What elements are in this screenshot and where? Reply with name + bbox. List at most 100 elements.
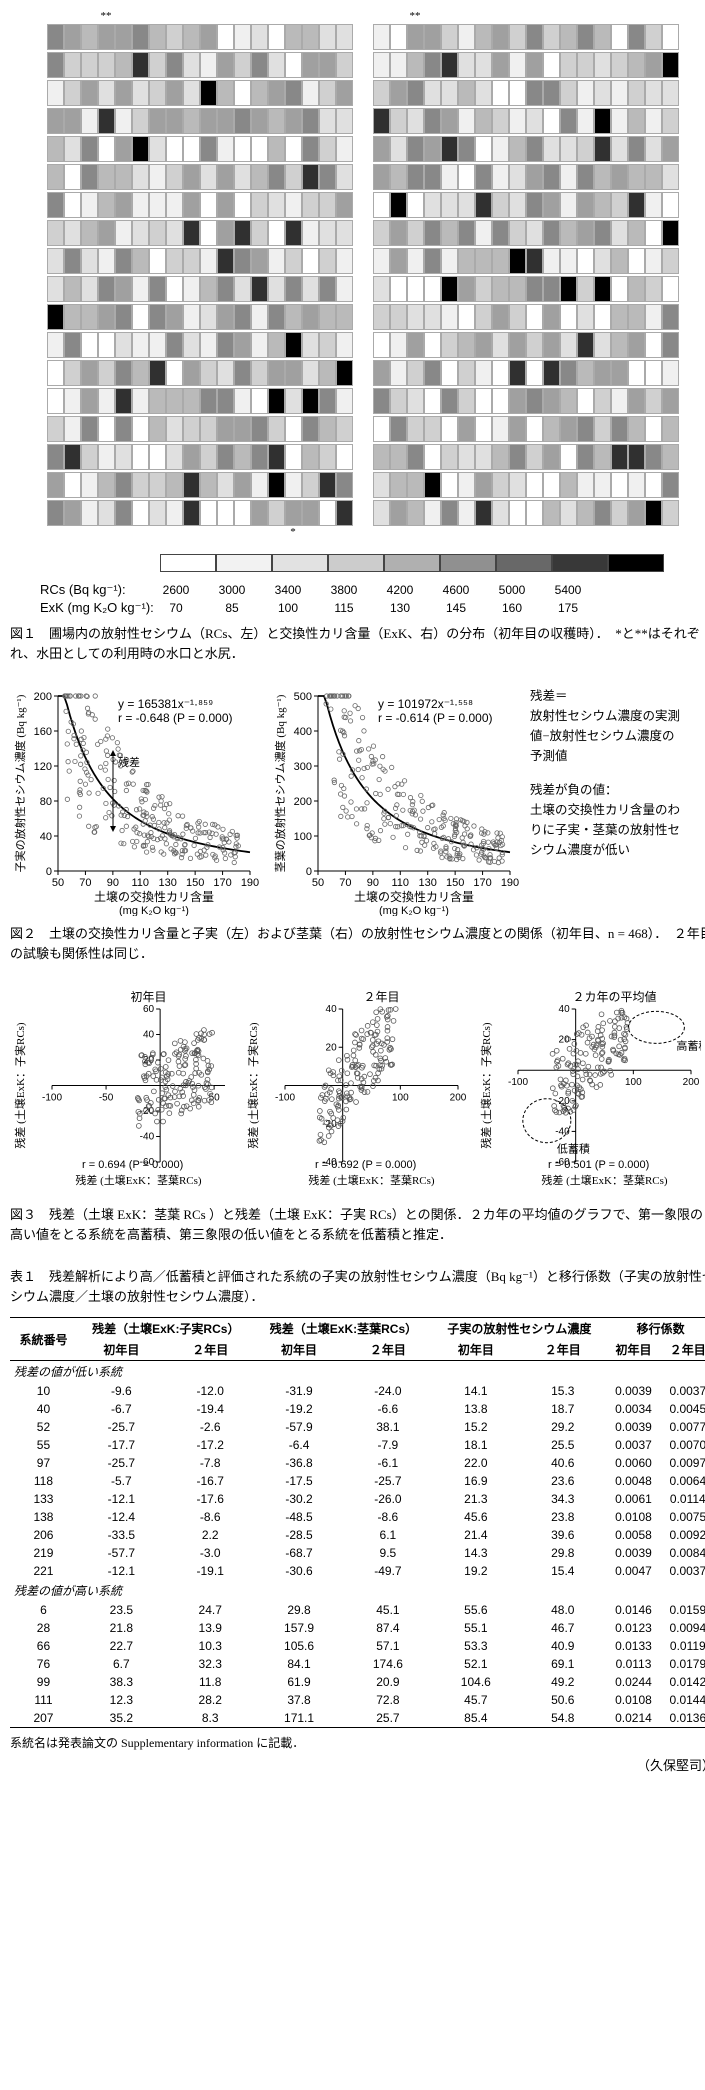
heatmap-cell xyxy=(183,248,200,274)
heatmap-cell xyxy=(560,444,577,470)
svg-text:土壌の交換性カリ含量: 土壌の交換性カリ含量 xyxy=(354,889,474,904)
heatmap-cell xyxy=(509,360,526,386)
heatmap-cell xyxy=(645,52,662,78)
svg-text:高蓄積: 高蓄積 xyxy=(676,1038,701,1052)
heatmap-cell xyxy=(390,304,407,330)
heatmap-cell xyxy=(441,276,458,302)
fig2-side-text: 残差＝ 放射性セシウム濃度の実測値−放射性セシウム濃度の予測値 残差が負の値： … xyxy=(530,686,680,916)
heatmap-cell xyxy=(319,360,336,386)
heatmap-cell xyxy=(302,220,319,246)
heatmap-cell xyxy=(47,360,64,386)
heatmap-cell xyxy=(526,192,543,218)
heatmap-cell xyxy=(81,360,98,386)
heatmap-cell xyxy=(611,500,628,526)
heatmap-cell xyxy=(475,24,492,50)
heatmap-cell xyxy=(611,444,628,470)
heatmap-cell xyxy=(319,24,336,50)
svg-text:200: 200 xyxy=(294,796,312,808)
heatmap-cell xyxy=(47,52,64,78)
heatmap-cell xyxy=(475,416,492,442)
svg-text:40: 40 xyxy=(40,831,52,843)
heatmap-cell xyxy=(149,472,166,498)
heatmap-cell xyxy=(47,80,64,106)
heatmap-cell xyxy=(285,332,302,358)
heatmap-cell xyxy=(577,444,594,470)
heatmap-cell xyxy=(251,388,268,414)
heatmap-cell xyxy=(217,108,234,134)
heatmap-cell xyxy=(458,136,475,162)
heatmap-cell xyxy=(251,248,268,274)
heatmap-cell xyxy=(47,136,64,162)
table-row: 20735.28.3171.125.785.454.80.02140.0136 xyxy=(10,1709,705,1728)
heatmap-cell xyxy=(319,52,336,78)
heatmap-cell xyxy=(390,388,407,414)
heatmap-cell xyxy=(251,276,268,302)
heatmap-cell xyxy=(611,360,628,386)
heatmap-cell xyxy=(200,416,217,442)
heatmap-cell xyxy=(628,80,645,106)
heatmap-cell xyxy=(407,80,424,106)
heatmap-cell xyxy=(390,248,407,274)
heatmap-cell xyxy=(424,500,441,526)
heatmap-cell xyxy=(594,136,611,162)
heatmap-cell xyxy=(373,472,390,498)
heatmap-cell xyxy=(166,360,183,386)
heatmap-cell xyxy=(407,416,424,442)
svg-text:400: 400 xyxy=(294,726,312,738)
heatmap-cell xyxy=(234,108,251,134)
table-row: 55-17.7-17.2-6.4-7.918.125.50.00370.0070 xyxy=(10,1436,705,1454)
heatmap-cell xyxy=(336,304,353,330)
heatmap-cell xyxy=(132,24,149,50)
heatmap-cell xyxy=(268,472,285,498)
svg-text:y = 101972x⁻¹·⁵⁵⁸: y = 101972x⁻¹·⁵⁵⁸ xyxy=(378,697,473,711)
heatmap-cell xyxy=(47,304,64,330)
heatmap-cell xyxy=(268,276,285,302)
heatmap-cell xyxy=(492,192,509,218)
heatmap-cell xyxy=(509,220,526,246)
heatmap-cell xyxy=(543,444,560,470)
heatmap-cell xyxy=(628,276,645,302)
heatmap-cell xyxy=(628,108,645,134)
heatmap-cell xyxy=(217,52,234,78)
heatmap-cell xyxy=(234,360,251,386)
heatmap-cell xyxy=(628,472,645,498)
heatmap-cell xyxy=(302,388,319,414)
heatmap-cell xyxy=(526,416,543,442)
heatmap-cell xyxy=(132,192,149,218)
heatmap-cell xyxy=(336,24,353,50)
heatmap-cell xyxy=(149,108,166,134)
heatmap-cell xyxy=(81,220,98,246)
heatmap-cell xyxy=(560,276,577,302)
heatmap-cell xyxy=(64,52,81,78)
heatmap-cell xyxy=(611,52,628,78)
heatmap-cell xyxy=(132,220,149,246)
heatmap-cell xyxy=(611,472,628,498)
heatmap-cell xyxy=(47,248,64,274)
heatmap-cell xyxy=(47,500,64,526)
heatmap-cell xyxy=(251,136,268,162)
heatmap-cell xyxy=(577,472,594,498)
heatmap-cell xyxy=(526,276,543,302)
heatmap-cell xyxy=(560,472,577,498)
heatmap-cell xyxy=(64,80,81,106)
heatmap-cell xyxy=(149,164,166,190)
heatmap-cell xyxy=(64,360,81,386)
heatmap-cell xyxy=(183,192,200,218)
heatmap-cell xyxy=(336,220,353,246)
heatmap-cell xyxy=(251,108,268,134)
heatmap-cell xyxy=(645,360,662,386)
heatmap-cell xyxy=(475,444,492,470)
heatmap-cell xyxy=(285,164,302,190)
svg-text:50: 50 xyxy=(312,877,324,889)
heatmap-cell xyxy=(115,108,132,134)
heatmap-cell xyxy=(319,248,336,274)
svg-text:-50: -50 xyxy=(99,1092,114,1103)
heatmap-cell xyxy=(390,80,407,106)
heatmap-cell xyxy=(509,416,526,442)
heatmap-cell xyxy=(475,472,492,498)
svg-text:170: 170 xyxy=(213,877,231,889)
heatmap-cell xyxy=(645,332,662,358)
heatmap-cell xyxy=(509,136,526,162)
heatmap-cell xyxy=(47,416,64,442)
svg-text:70: 70 xyxy=(79,877,91,889)
